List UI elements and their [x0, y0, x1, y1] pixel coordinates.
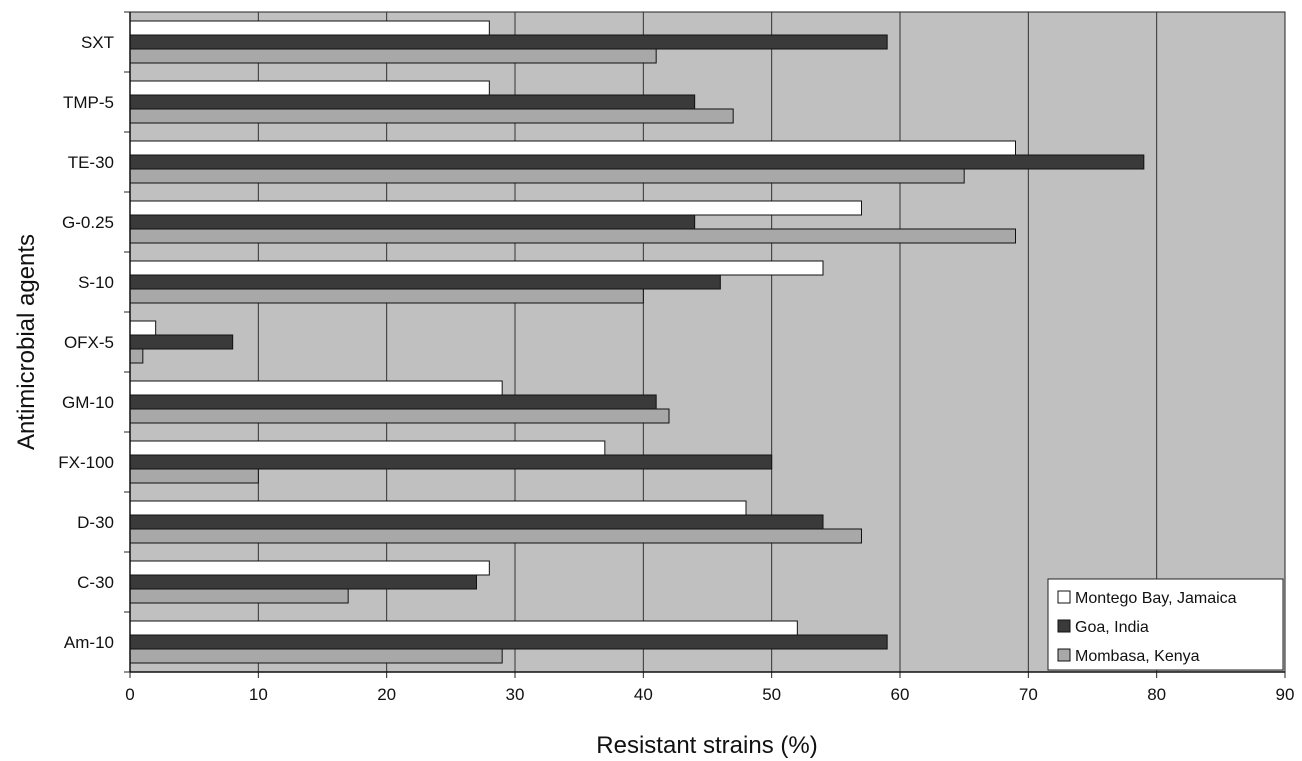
- x-tick-label: 70: [1019, 685, 1038, 704]
- axes: [124, 11, 1286, 678]
- bar-C-30-series-1: [129, 574, 477, 590]
- bar-C-30-series-0: [129, 560, 490, 576]
- bar-SXT-series-2: [129, 48, 657, 64]
- legend-label: Mombasa, Kenya: [1075, 648, 1200, 665]
- bar-C-30-series-2: [129, 588, 349, 604]
- bar-SXT-series-1: [129, 34, 888, 50]
- y-tick-label: FX-100: [58, 453, 114, 472]
- x-tick-label: 80: [1147, 685, 1166, 704]
- y-tick-label: D-30: [77, 513, 114, 532]
- bar-SXT-series-0: [129, 20, 490, 36]
- bars: [129, 20, 1145, 664]
- y-tick-label: OFX-5: [64, 333, 114, 352]
- x-tick-label: 90: [1276, 685, 1295, 704]
- y-tick-label: Am-10: [64, 633, 114, 652]
- y-tick-labels: SXT TMP-5 TE-30 G-0.25 S-10 OFX-5 GM-10 FX-100 D…: [58, 33, 114, 652]
- y-tick-label: TE-30: [68, 153, 114, 172]
- bar-Am-10-series-2: [129, 648, 503, 664]
- bar-Am-10-series-0: [129, 620, 798, 636]
- bar-D-30-series-2: [129, 528, 862, 544]
- y-tick-label: S-10: [78, 273, 114, 292]
- y-tick-label: SXT: [81, 33, 114, 52]
- bar-TMP-5-series-1: [129, 94, 696, 110]
- legend-label: Goa, India: [1075, 619, 1149, 636]
- legend-swatch: [1057, 648, 1071, 662]
- y-tick-label: C-30: [77, 573, 114, 592]
- y-tick-label: G-0.25: [62, 213, 114, 232]
- bar-G-0.25-series-0: [129, 200, 862, 216]
- y-tick-label: TMP-5: [63, 93, 114, 112]
- bar-G-0.25-series-2: [129, 228, 1016, 244]
- y-axis-title: Antimicrobial agents: [13, 234, 40, 450]
- x-axis-title: Resistant strains (%): [596, 732, 817, 759]
- bar-D-30-series-0: [129, 500, 747, 516]
- bar-TMP-5-series-0: [129, 80, 490, 96]
- bar-S-10-series-2: [129, 288, 644, 304]
- x-tick-label: 10: [249, 685, 268, 704]
- legend-swatch: [1057, 590, 1071, 604]
- bar-Am-10-series-1: [129, 634, 888, 650]
- x-tick-label: 50: [762, 685, 781, 704]
- x-tick-label: 40: [634, 685, 653, 704]
- legend-label: Montego Bay, Jamaica: [1075, 590, 1237, 607]
- bar-TMP-5-series-2: [129, 108, 734, 124]
- legend-box: [1047, 578, 1284, 671]
- bar-S-10-series-0: [129, 260, 824, 276]
- bar-TE-30-series-0: [129, 140, 1016, 156]
- x-tick-label: 60: [891, 685, 910, 704]
- x-tick-label: 30: [506, 685, 525, 704]
- bar-OFX-5-series-1: [129, 334, 234, 350]
- bar-GM-10-series-2: [129, 408, 670, 424]
- x-tick-label: 20: [377, 685, 396, 704]
- x-tick-label: 0: [125, 685, 134, 704]
- bar-GM-10-series-1: [129, 394, 657, 410]
- bar-S-10-series-1: [129, 274, 721, 290]
- bar-TE-30-series-2: [129, 168, 965, 184]
- bar-D-30-series-1: [129, 514, 824, 530]
- bar-FX-100-series-0: [129, 440, 606, 456]
- bar-FX-100-series-1: [129, 454, 773, 470]
- bar-FX-100-series-2: [129, 468, 259, 484]
- bar-OFX-5-series-0: [129, 320, 157, 336]
- bar-OFX-5-series-2: [129, 348, 144, 364]
- bar-GM-10-series-0: [129, 380, 503, 396]
- bar-TE-30-series-1: [129, 154, 1145, 170]
- legend: Montego Bay, Jamaica Goa, India Mombasa, K…: [1047, 578, 1284, 671]
- legend-swatch: [1057, 619, 1071, 633]
- bar-G-0.25-series-1: [129, 214, 696, 230]
- y-tick-label: GM-10: [62, 393, 114, 412]
- x-tick-labels: 0 10 20 30 40 50 60 70 80 90: [125, 685, 1294, 704]
